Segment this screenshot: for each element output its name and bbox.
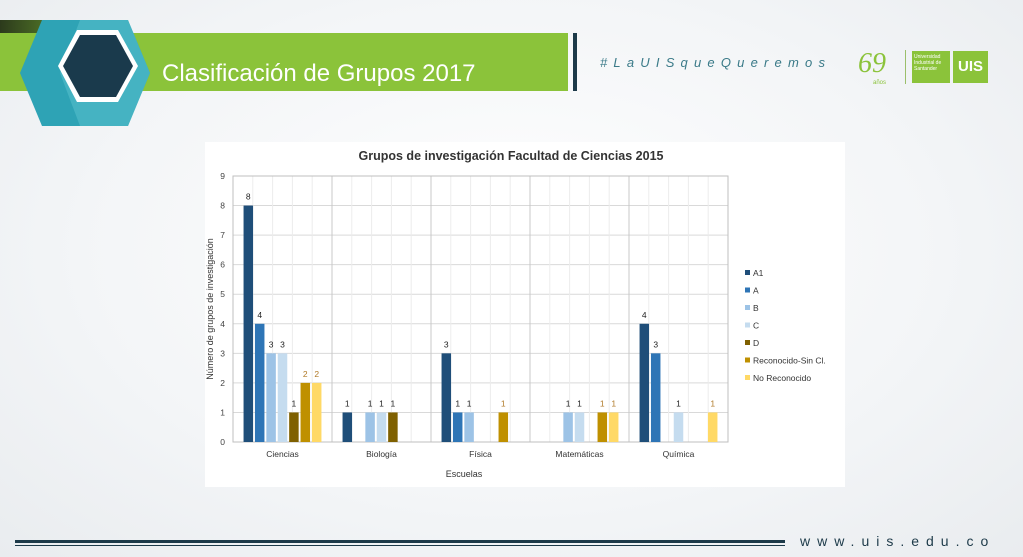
y-tick-label: 1: [220, 407, 225, 417]
y-tick-label: 0: [220, 437, 225, 447]
bar: [639, 323, 650, 442]
data-label: 1: [455, 398, 460, 408]
bar: [563, 412, 573, 442]
data-label: 4: [642, 310, 647, 320]
header-divider: [573, 33, 577, 91]
footer-url: www.uis.edu.co: [800, 533, 996, 549]
bar: [266, 353, 276, 442]
data-label: 1: [391, 398, 396, 408]
x-tick-label: Biología: [366, 449, 397, 459]
x-tick-label: Química: [663, 449, 695, 459]
bar: [300, 382, 311, 442]
bar: [498, 412, 509, 442]
data-label: 1: [501, 398, 506, 408]
bar: [388, 412, 398, 442]
data-label: 2: [303, 369, 308, 379]
data-label: 8: [246, 192, 251, 202]
y-tick-label: 6: [220, 260, 225, 270]
y-tick-label: 2: [220, 378, 225, 388]
y-tick-label: 3: [220, 348, 225, 358]
data-label: 1: [577, 398, 582, 408]
data-label: 1: [566, 398, 571, 408]
chart-area: [205, 142, 845, 487]
y-tick-label: 5: [220, 289, 225, 299]
anniversary-years: años: [873, 80, 887, 86]
legend-label: Reconocido-Sin Cl.: [753, 356, 826, 366]
data-label: 2: [314, 369, 319, 379]
bar: [464, 412, 474, 442]
data-label: 3: [280, 339, 285, 349]
x-axis-label: Escuelas: [446, 469, 483, 479]
legend-label: No Reconocido: [753, 373, 811, 383]
bar: [376, 412, 387, 442]
bar: [650, 353, 661, 442]
y-tick-label: 9: [220, 171, 225, 181]
x-tick-label: Ciencias: [266, 449, 299, 459]
anniversary-logo: 69: [858, 48, 886, 79]
y-tick-label: 8: [220, 201, 225, 211]
footer-line-thin: [15, 545, 785, 546]
data-label: 3: [269, 339, 274, 349]
data-label: 1: [600, 398, 605, 408]
data-label: 1: [710, 398, 715, 408]
legend-swatch: [745, 322, 750, 328]
y-axis-label: Número de grupos de investigación: [205, 238, 215, 380]
data-label: 1: [368, 398, 373, 408]
bar: [365, 412, 375, 442]
legend-swatch: [745, 287, 750, 293]
chart-title: Grupos de investigación Facultad de Cien…: [359, 149, 664, 163]
bar: [597, 412, 608, 442]
legend-label: A1: [753, 268, 764, 278]
bar: [254, 323, 265, 442]
data-label: 1: [467, 398, 472, 408]
data-label: 3: [444, 339, 449, 349]
data-label: 1: [345, 398, 350, 408]
bar: [574, 412, 585, 442]
y-tick-label: 4: [220, 319, 225, 329]
bar: [342, 412, 353, 442]
plot-border: [232, 175, 729, 443]
bar: [673, 412, 684, 442]
legend-swatch: [745, 357, 750, 363]
legend-label: B: [753, 303, 759, 313]
data-label: 4: [257, 310, 262, 320]
bar: [277, 353, 288, 442]
hashtag-text: #LaUISqueQueremos: [600, 55, 832, 70]
bar: [289, 412, 299, 442]
data-label: 1: [379, 398, 384, 408]
legend-swatch: [745, 340, 750, 345]
footer-line: [15, 540, 785, 543]
data-label: 1: [676, 398, 681, 408]
data-label: 1: [292, 398, 297, 408]
legend-label: C: [753, 321, 759, 331]
bar: [608, 412, 619, 442]
bar: [707, 412, 718, 442]
legend-swatch: [745, 270, 750, 275]
legend-swatch: [745, 375, 750, 380]
bar: [243, 205, 254, 442]
uis-shield-icon: UIS: [953, 51, 988, 83]
y-tick-label: 7: [220, 230, 225, 240]
legend-label: A: [753, 286, 759, 296]
data-label: 3: [653, 339, 658, 349]
legend-swatch: [745, 305, 750, 310]
bar: [311, 382, 322, 442]
bar: [441, 353, 452, 442]
page-title: Clasificación de Grupos 2017: [162, 60, 476, 87]
bar: [452, 412, 463, 442]
x-tick-label: Física: [469, 449, 492, 459]
data-label: 1: [611, 398, 616, 408]
university-logo: Universidad Industrial de Santander: [912, 51, 950, 83]
legend-label: D: [753, 338, 759, 348]
logo-divider: [905, 50, 906, 84]
x-tick-label: Matemáticas: [555, 449, 603, 459]
